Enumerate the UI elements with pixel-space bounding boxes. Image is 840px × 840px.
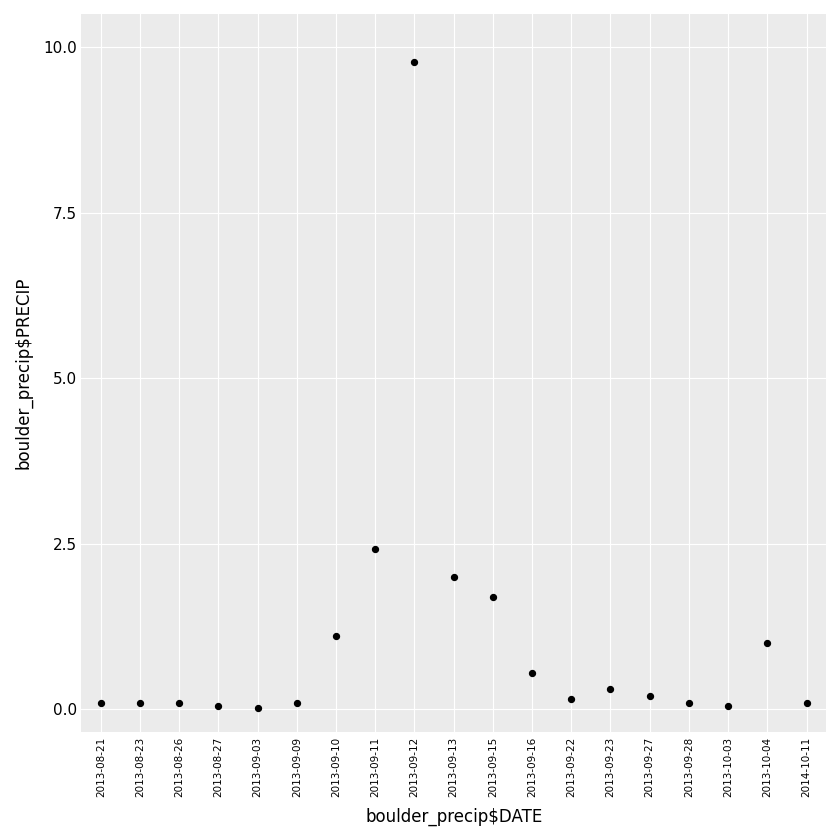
Point bbox=[643, 689, 656, 702]
Point bbox=[760, 636, 774, 649]
Point bbox=[251, 701, 265, 715]
Point bbox=[94, 696, 108, 709]
Point bbox=[525, 666, 538, 680]
Point bbox=[290, 696, 303, 709]
Y-axis label: boulder_precip$PRECIP: boulder_precip$PRECIP bbox=[14, 277, 32, 470]
Point bbox=[134, 696, 147, 709]
Point bbox=[564, 692, 578, 706]
Point bbox=[447, 570, 460, 584]
Point bbox=[800, 696, 813, 709]
Point bbox=[682, 696, 696, 709]
X-axis label: boulder_precip$DATE: boulder_precip$DATE bbox=[365, 808, 543, 826]
Point bbox=[212, 699, 225, 712]
Point bbox=[369, 542, 382, 555]
Point bbox=[329, 630, 343, 643]
Point bbox=[604, 683, 617, 696]
Point bbox=[722, 699, 735, 712]
Point bbox=[407, 55, 421, 68]
Point bbox=[172, 696, 186, 709]
Point bbox=[486, 590, 500, 603]
